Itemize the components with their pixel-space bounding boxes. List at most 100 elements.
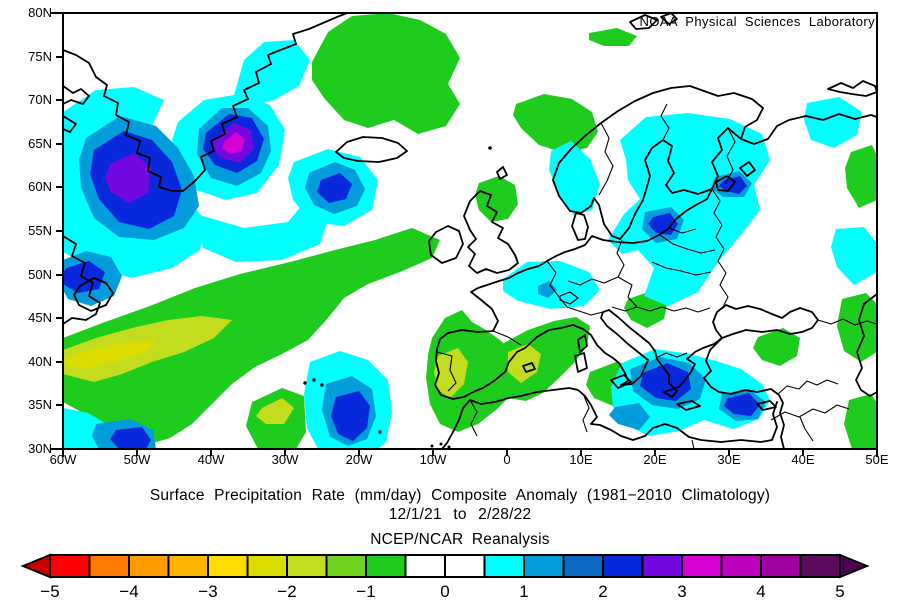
colorbar-cell — [720, 554, 762, 578]
colorbar: −5 −4 −3 −2 −1 0 1 2 3 4 5 — [20, 553, 870, 600]
country-borders — [817, 318, 878, 326]
country-borders — [651, 261, 712, 276]
country-borders — [567, 276, 619, 286]
coastlines — [62, 12, 348, 192]
island-dots — [303, 381, 307, 385]
lat-tick-label-30n: 30N — [28, 441, 52, 456]
colorbar-cell — [286, 554, 328, 578]
coastlines — [463, 190, 519, 274]
country-borders — [711, 188, 729, 310]
anomaly-fill-negative — [66, 339, 158, 369]
lat-tick-label-50n: 50N — [28, 267, 52, 282]
anomaly-fill-positive — [648, 213, 678, 235]
colorbar-cell — [365, 554, 407, 578]
anomaly-fill-positive — [222, 132, 245, 154]
lon-tick-label-10w: 10W — [419, 452, 447, 467]
colorbar-cell — [207, 554, 249, 578]
lon-tick-label-50e: 50E — [865, 452, 889, 467]
colorbar-cell — [167, 554, 209, 578]
lon-tick-label-20e: 20E — [643, 452, 667, 467]
country-borders — [799, 416, 814, 442]
colorbar-tick-label: 3 — [677, 582, 686, 600]
lat-tick-label-35n: 35N — [28, 397, 52, 412]
coastlines — [428, 225, 464, 264]
colorbar-tick-label: 2 — [598, 582, 607, 600]
coastlines — [552, 85, 878, 212]
lon-tick-label-0: 0 — [503, 452, 511, 467]
anomaly-fill-positive — [609, 403, 650, 430]
island-dots — [488, 146, 492, 150]
anomaly-fill-positive — [804, 97, 862, 148]
island-dots — [447, 445, 451, 449]
colorbar-tick-label: 1 — [519, 582, 528, 600]
colorbar-cell — [128, 554, 170, 578]
coastlines — [703, 337, 785, 450]
coastlines — [335, 136, 408, 163]
anomaly-fill-negative — [753, 328, 800, 366]
coastlines — [441, 387, 778, 450]
coastlines — [62, 115, 77, 133]
coastlines — [62, 85, 90, 105]
coastlines — [827, 80, 878, 97]
anomaly-fill-positive — [110, 427, 151, 449]
map-frame — [50, 12, 878, 457]
colorbar-cell — [602, 554, 644, 578]
colorbar-cell — [444, 554, 486, 578]
lat-tick-label-40n: 40N — [28, 354, 52, 369]
lat-tick-label-65n: 65N — [28, 136, 52, 151]
lon-tick-label-30w: 30W — [271, 452, 299, 467]
plot-title: Surface Precipitation Rate (mm/day) Comp… — [149, 487, 771, 504]
colorbar-cell — [681, 554, 723, 578]
island-dots — [439, 442, 443, 446]
coastlines — [569, 127, 742, 240]
island-dots — [312, 378, 316, 382]
island-dots — [378, 430, 382, 434]
country-borders — [660, 103, 670, 141]
country-borders — [668, 227, 697, 234]
coastlines — [574, 352, 588, 373]
country-borders — [724, 127, 736, 185]
lon-tick-label-40w: 40W — [197, 452, 225, 467]
lat-tick-label-60n: 60N — [28, 179, 52, 194]
colorbar-cell — [49, 554, 91, 578]
anomaly-fill-negative — [513, 94, 598, 153]
colorbar-cell — [799, 554, 841, 578]
anomaly-fill-negative — [312, 13, 460, 134]
colorbar-tick-label: −3 — [198, 582, 217, 600]
country-borders — [777, 379, 839, 395]
island-dots — [320, 383, 324, 387]
coastlines — [610, 374, 632, 389]
coastlines — [676, 400, 701, 411]
coastlines — [62, 235, 101, 325]
country-borders — [636, 306, 711, 313]
lon-tick-label-30e: 30E — [717, 452, 741, 467]
anomaly-fill-negative — [63, 228, 440, 445]
lon-tick-label-40e: 40E — [791, 452, 815, 467]
colorbar-arrow-right — [839, 553, 870, 579]
anomaly-fill-positive — [538, 281, 557, 298]
coastlines — [715, 175, 736, 192]
plot-subtitle-dates: 12/1/21 to 2/28/22 — [388, 506, 532, 523]
colorbar-tick-label: 4 — [756, 582, 765, 600]
anomaly-fill-positive — [196, 198, 330, 262]
colorbar-cell — [404, 554, 446, 578]
anomaly-fill-positive — [105, 153, 151, 203]
anomaly-fill-positive — [640, 363, 691, 401]
anomaly-fill-negative — [475, 176, 518, 222]
lon-tick-label-10e: 10E — [569, 452, 593, 467]
colorbar-cell — [641, 554, 683, 578]
coastlines — [855, 293, 878, 397]
island-dots — [430, 444, 434, 448]
lat-tick-label-45n: 45N — [28, 310, 52, 325]
lat-tick-label-75n: 75N — [28, 49, 52, 64]
coastlines — [577, 334, 588, 353]
colorbar-tick-label: 0 — [440, 582, 449, 600]
country-borders — [492, 330, 522, 346]
lat-tick-label-55n: 55N — [28, 223, 52, 238]
coastlines — [496, 166, 508, 180]
coastlines — [660, 12, 678, 25]
country-borders — [655, 352, 688, 359]
country-borders — [616, 239, 625, 278]
